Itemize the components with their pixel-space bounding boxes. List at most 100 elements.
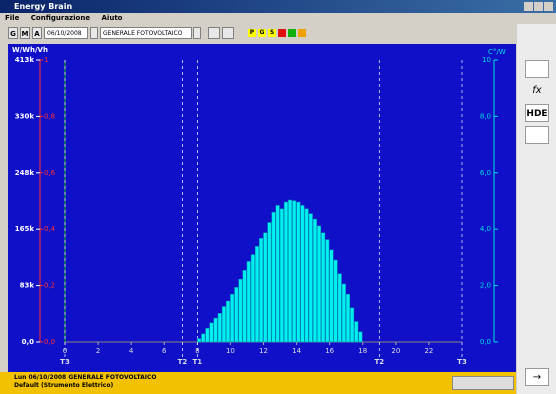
status-bar: Lun 06/10/2008 GENERALE FOTOVOLTAICO Def… [0, 372, 516, 394]
y-tick-label: 248k [15, 169, 35, 177]
y2-tick-label: 1 [44, 56, 48, 64]
y-tick-label: 413k [15, 56, 35, 64]
x-tick-label: 12 [259, 347, 268, 355]
toolbar: G M A 06/10/2008 GENERALE FOTOVOLTAICO P… [0, 24, 516, 43]
button[interactable] [208, 27, 220, 39]
bar [283, 201, 288, 343]
y2-tick-label: 0,4 [44, 225, 56, 233]
menu-bar: File Configurazione Aiuto [0, 13, 556, 23]
close[interactable] [544, 2, 553, 11]
bar [275, 205, 280, 343]
icon[interactable] [525, 126, 549, 144]
key[interactable] [298, 29, 306, 37]
bar [205, 328, 210, 343]
bar [238, 278, 243, 343]
y3-tick-label: 0,0 [480, 338, 491, 346]
bar [321, 232, 326, 343]
y3-tick-label: 6,0 [480, 169, 491, 177]
period-label: T2 [178, 358, 188, 366]
menu-item[interactable]: Aiuto [101, 14, 123, 22]
icon[interactable]: fx [525, 82, 549, 100]
selection[interactable]: GENERALE FOTOVOLTAICO [100, 27, 192, 39]
key[interactable]: P [248, 29, 256, 37]
bar [350, 307, 355, 343]
title-bar: Energy Brain [0, 0, 556, 13]
x-tick-label: 2 [96, 347, 100, 355]
bar [246, 261, 251, 343]
bar [304, 208, 309, 343]
button[interactable]: A [32, 27, 42, 39]
exit-button[interactable]: → [525, 368, 549, 386]
y-tick-label: 83k [20, 282, 35, 290]
bar [221, 306, 226, 343]
bar [242, 270, 247, 343]
bar [259, 237, 264, 343]
bar [312, 218, 317, 343]
maximize[interactable] [534, 2, 543, 11]
y3-tick-label: 10 [482, 56, 491, 64]
bar [337, 273, 342, 343]
y-axis-title: W/Wh/Vh [12, 46, 48, 54]
date-field[interactable]: 06/10/2008 [44, 27, 88, 39]
icon[interactable] [525, 38, 549, 56]
button[interactable]: M [20, 27, 30, 39]
x-tick-label: 6 [162, 347, 167, 355]
bar [267, 222, 272, 343]
x-tick-label: 10 [226, 347, 235, 355]
y-tick-label: 330k [15, 112, 35, 120]
bar [254, 246, 260, 343]
menu-item[interactable]: Configurazione [30, 14, 91, 22]
period-label: T3 [60, 358, 70, 366]
y3-axis-title: C°/W [488, 48, 506, 56]
period-label: T2 [374, 358, 384, 366]
minimize[interactable] [524, 2, 533, 11]
y2-tick-label: 0,6 [44, 169, 56, 177]
bar [325, 239, 330, 343]
bar [250, 254, 255, 343]
y3-tick-label: 4,0 [480, 225, 491, 233]
bar [317, 225, 322, 343]
period-label: T1 [193, 358, 203, 366]
bar [296, 201, 301, 343]
x-tick-label: 20 [391, 347, 400, 355]
navigation[interactable] [452, 376, 514, 390]
bar [213, 317, 218, 343]
button[interactable]: G [8, 27, 18, 39]
y2-tick-label: 0,8 [44, 112, 55, 120]
y-tick-label: 165k [15, 225, 35, 233]
bar [358, 331, 363, 343]
button[interactable] [222, 27, 234, 39]
icon[interactable]: HDE [525, 104, 549, 122]
key[interactable]: G [258, 29, 266, 37]
bar [234, 287, 239, 343]
bar [271, 212, 276, 343]
key[interactable] [278, 29, 286, 37]
bar [288, 199, 293, 343]
x-tick-label: 4 [129, 347, 134, 355]
dropdown[interactable] [90, 27, 98, 39]
key[interactable]: S [268, 29, 276, 37]
bar [230, 293, 235, 343]
bar [292, 200, 297, 343]
period-label: T3 [457, 358, 467, 366]
y3-tick-label: 8,0 [480, 112, 491, 120]
bar [341, 283, 346, 343]
x-tick-label: 18 [358, 347, 367, 355]
dropdown[interactable] [193, 27, 201, 39]
status-text: Lun 06/10/2008 GENERALE FOTOVOLTAICO [14, 374, 157, 381]
bar [279, 208, 284, 343]
x-tick-label: 14 [292, 347, 301, 355]
x-tick-label: 22 [424, 347, 433, 355]
window-title: Energy Brain [14, 2, 73, 11]
bar [300, 205, 305, 343]
y2-tick-label: 0,0 [44, 338, 55, 346]
bar [308, 213, 313, 343]
key[interactable] [288, 29, 296, 37]
window-buttons[interactable] [524, 2, 554, 11]
y2-tick-label: 0,2 [44, 282, 55, 290]
icon[interactable] [525, 60, 549, 78]
y-tick-label: 0,0 [22, 338, 35, 346]
menu-item[interactable]: File [5, 14, 20, 22]
y3-tick-label: 2,0 [480, 282, 491, 290]
